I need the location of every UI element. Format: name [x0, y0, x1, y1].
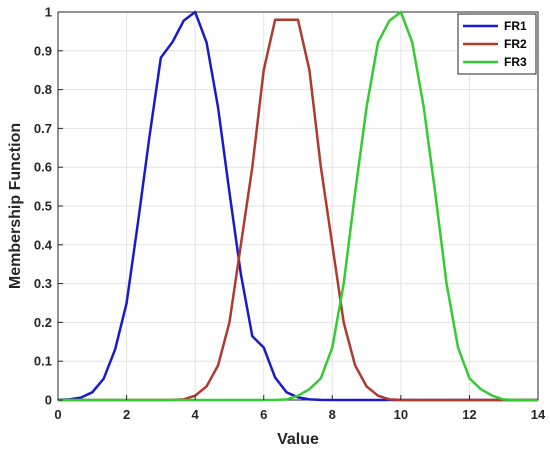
x-tick-label: 10 — [394, 407, 408, 422]
y-tick-label: 0.2 — [34, 315, 52, 330]
x-axis-label: Value — [277, 431, 319, 448]
y-tick-label: 0.1 — [34, 354, 52, 369]
series-line-fr2 — [58, 18, 538, 402]
x-tick-label: 4 — [192, 407, 200, 422]
y-tick-label: 0.4 — [34, 237, 53, 252]
x-tick-label: 8 — [329, 407, 336, 422]
x-tick-label: 2 — [123, 407, 130, 422]
y-axis-ticks: 0 0.1 0.2 0.3 0.4 0.5 0.6 0.7 0.8 0.9 1 — [34, 5, 63, 408]
y-axis-label: Membership Function — [7, 123, 24, 289]
y-tick-label: 0.8 — [34, 82, 52, 97]
y-tick-label: 0.9 — [34, 43, 52, 58]
y-tick-label: 0.3 — [34, 276, 52, 291]
y-tick-label: 0.6 — [34, 160, 52, 175]
legend: FR1 FR2 FR3 — [457, 13, 537, 75]
y-tick-label: 1 — [45, 5, 52, 20]
series-lines — [57, 10, 538, 402]
grid — [57, 11, 539, 401]
legend-label-fr1: FR1 — [504, 19, 527, 33]
x-tick-label: 6 — [260, 407, 267, 422]
y-tick-label: 0 — [45, 393, 52, 408]
y-tick-label: 0.7 — [34, 121, 52, 136]
x-axis-ticks: 0 2 4 6 8 10 12 14 — [54, 395, 546, 422]
legend-label-fr3: FR3 — [504, 55, 527, 69]
x-tick-label: 12 — [462, 407, 476, 422]
x-tick-label: 14 — [531, 407, 546, 422]
series-line-fr3 — [58, 10, 538, 402]
x-tick-label: 0 — [54, 407, 61, 422]
legend-label-fr2: FR2 — [504, 37, 527, 51]
y-tick-label: 0.5 — [34, 199, 52, 214]
